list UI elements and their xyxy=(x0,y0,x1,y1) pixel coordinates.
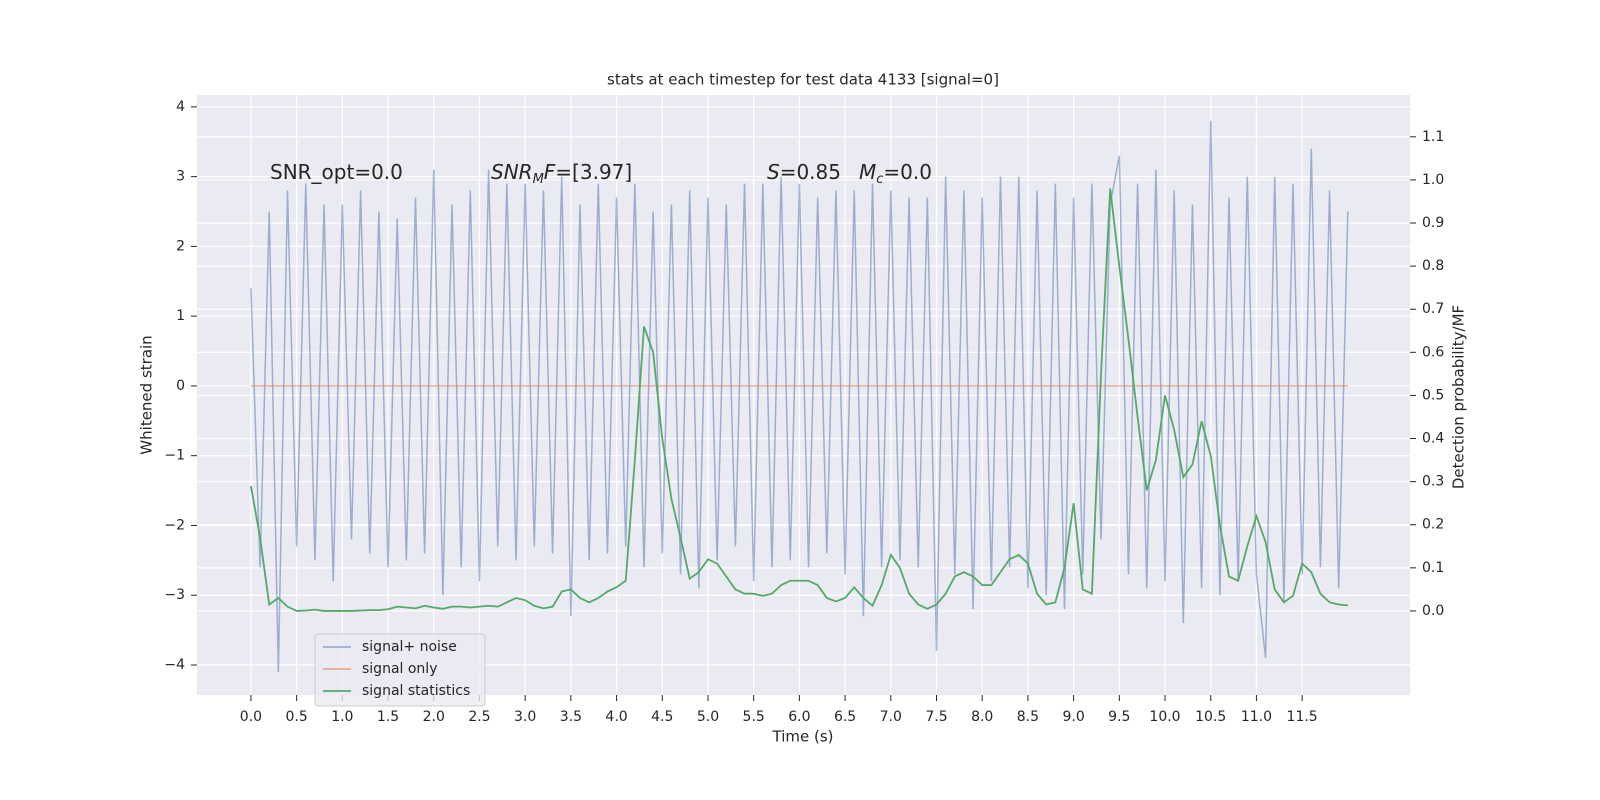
y2-tick-label: 0.7 xyxy=(1422,301,1444,317)
x-tick-label: 11.5 xyxy=(1287,709,1318,725)
x-tick-label: 4.0 xyxy=(605,709,627,725)
y-tick-label: −2 xyxy=(164,517,185,533)
legend-label: signal statistics xyxy=(362,683,470,699)
y2-tick-label: 0.8 xyxy=(1422,258,1444,274)
annotation-part: =[3.97] xyxy=(555,160,632,184)
x-tick-label: 5.5 xyxy=(743,709,765,725)
x-tick-label: 8.5 xyxy=(1017,709,1039,725)
series-line xyxy=(250,188,1348,612)
x-tick-label: 10.5 xyxy=(1195,709,1226,725)
annotation-part: SNR_opt=0.0 xyxy=(270,160,403,184)
legend: signal+ noise signal only signal statistic… xyxy=(314,633,486,707)
annotation-part: M xyxy=(533,172,544,187)
chart-title: stats at each timestep for test data 413… xyxy=(607,71,999,89)
x-tick-label: 5.0 xyxy=(697,709,719,725)
y-tick-label: −4 xyxy=(164,657,185,673)
x-axis-label: Time (s) xyxy=(772,728,834,746)
x-tick-label: 1.5 xyxy=(377,709,399,725)
x-tick-label: 1.0 xyxy=(331,709,353,725)
legend-label: signal only xyxy=(362,661,437,677)
annotations: SNR_opt=0.0 SNRMF=[3.97] S=0.85 Mc=0.0 xyxy=(270,160,932,187)
x-tick-label: 7.0 xyxy=(880,709,902,725)
annotation-part: M xyxy=(859,160,876,184)
y2-tick-label: 0.0 xyxy=(1422,603,1444,619)
y2-tick-label: 0.1 xyxy=(1422,560,1444,576)
x-tick-label: 0.0 xyxy=(240,709,262,725)
y2-axis-label: Detection probability/MF xyxy=(1450,305,1468,489)
x-tick-label: 9.0 xyxy=(1062,709,1084,725)
x-tick-label: 3.0 xyxy=(514,709,536,725)
annotation-part: c xyxy=(876,172,883,187)
y-tick-label: −3 xyxy=(164,587,185,603)
x-tick-label: 2.0 xyxy=(423,709,445,725)
y2-tick-label: 0.3 xyxy=(1422,474,1444,490)
annotation: Mc=0.0 xyxy=(859,160,932,187)
annotation: S=0.85 xyxy=(767,160,841,184)
x-tick-label: 11.0 xyxy=(1241,709,1272,725)
x-tick-label: 7.5 xyxy=(925,709,947,725)
annotation-part: =0.85 xyxy=(780,160,841,184)
y-tick-label: 4 xyxy=(176,99,185,115)
x-tick-label: 0.5 xyxy=(286,709,308,725)
y2-tick-label: 1.0 xyxy=(1422,172,1444,188)
y2-tick-label: 0.5 xyxy=(1422,387,1444,403)
annotation-part: =0.0 xyxy=(883,160,932,184)
legend-box xyxy=(314,633,486,707)
y-tick-label: 1 xyxy=(176,308,185,324)
y2-tick-label: 0.6 xyxy=(1422,344,1444,360)
x-tick-label: 6.5 xyxy=(834,709,856,725)
annotation: SNR_opt=0.0 xyxy=(270,160,403,184)
x-tick-label: 2.5 xyxy=(468,709,490,725)
x-tick-label: 10.0 xyxy=(1149,709,1180,725)
x-tick-label: 6.0 xyxy=(788,709,810,725)
series-line xyxy=(250,120,1349,672)
legend-label: signal+ noise xyxy=(362,639,457,655)
annotation: SNRMF=[3.97] xyxy=(491,160,632,187)
y-tick-label: 2 xyxy=(176,238,185,254)
marks xyxy=(250,120,1349,672)
x-tick-label: 8.0 xyxy=(971,709,993,725)
y2-tick-label: 0.9 xyxy=(1422,215,1444,231)
y2-tick-label: 0.4 xyxy=(1422,431,1444,447)
y2-tick-label: 0.2 xyxy=(1422,517,1444,533)
x-tick-label: 3.5 xyxy=(560,709,582,725)
annotation-part: F xyxy=(544,160,556,184)
annotation-part: SNR xyxy=(491,160,533,184)
y-tick-label: 0 xyxy=(176,378,185,394)
y-tick-label: −1 xyxy=(164,448,185,464)
annotation-part: S xyxy=(767,160,780,184)
y-axis-label: Whitened strain xyxy=(138,335,156,454)
x-tick-label: 9.5 xyxy=(1108,709,1130,725)
y-tick-label: 3 xyxy=(176,169,185,185)
grid: 0.0 0.5 1.0 1.5 2.0 2.5 3.0 3.5 4.0 4.5 5.0 5.5 6.0 6… xyxy=(164,95,1444,725)
x-tick-label: 4.5 xyxy=(651,709,673,725)
y2-tick-label: 1.1 xyxy=(1422,129,1444,145)
